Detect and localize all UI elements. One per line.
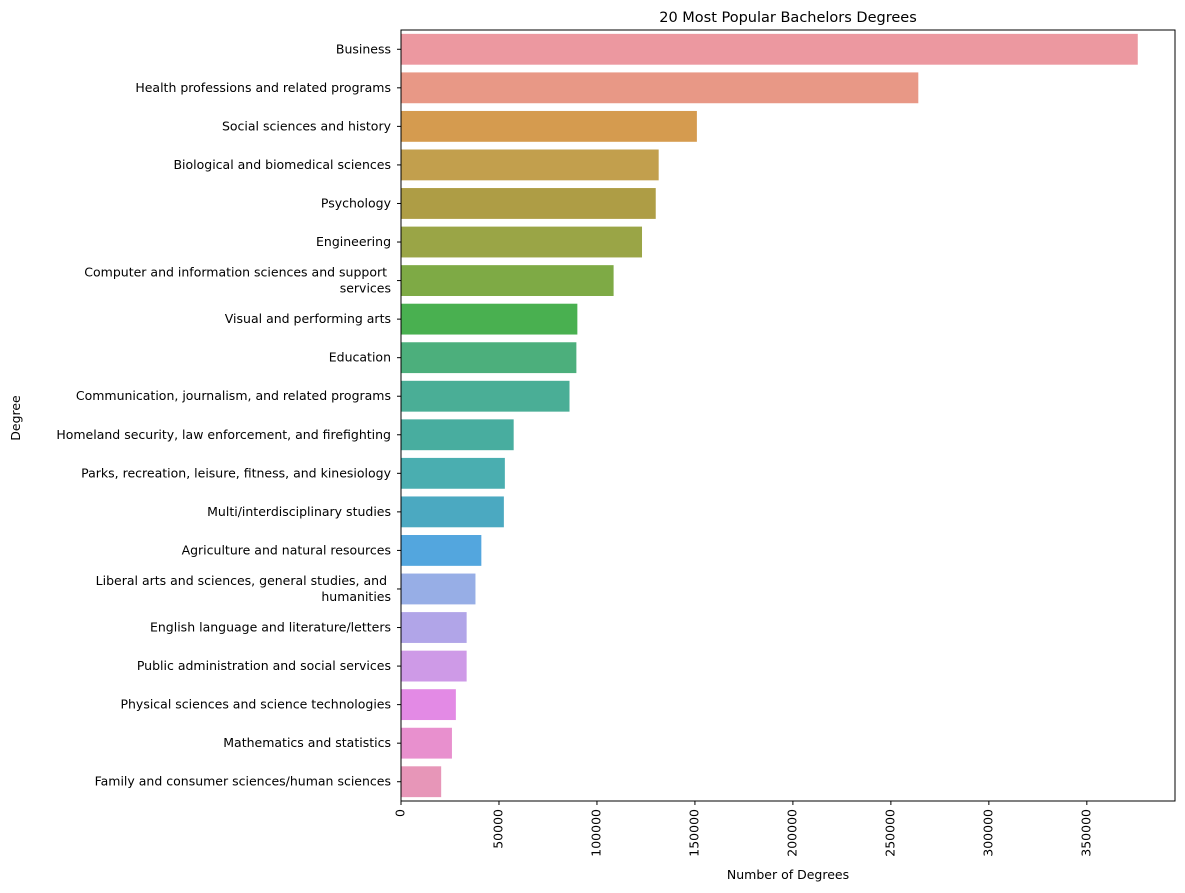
y-tick-label: Health professions and related programs [135,79,391,94]
x-axis-label: Number of Degrees [727,867,849,882]
x-tick-label: 250000 [882,809,897,857]
bar [401,110,697,142]
y-tick-label: Psychology [321,195,392,210]
y-tick-label: Biological and biomedical sciences [173,156,391,171]
bars-group [401,33,1138,798]
y-tick-label: Family and consumer sciences/human scien… [95,773,391,788]
bar [401,535,482,566]
bar [401,689,456,721]
bar [401,342,577,374]
y-tick-label: Agriculture and natural resources [182,542,391,557]
plot-area-frame [400,29,1176,802]
y-tick-label: Public administration and social service… [137,658,391,673]
x-tick-labels: 0 50000 100000 150000 200000 250000 300000 3500… [393,801,1093,857]
bar [401,612,467,643]
y-tick-label: English language and literature/letters [150,619,391,634]
y-tick-labels: Business Health professions and related p… [56,41,401,788]
bar [401,149,659,181]
bar [401,33,1138,65]
y-tick-label: Engineering [316,234,391,249]
y-tick-label: Parks, recreation, leisure, fitness, and… [81,465,391,480]
bar [401,727,452,759]
bar [401,573,476,605]
y-axis-label: Degree [8,395,23,441]
bar [401,650,467,682]
y-tick-label: Liberal arts and sciences, general studi… [96,572,391,603]
bar [401,226,643,258]
bar [401,766,442,798]
x-tick-label: 50000 [490,809,505,849]
chart-title: 20 Most Popular Bachelors Degrees [659,10,917,26]
bar [401,496,504,528]
y-tick-label: Homeland security, law enforcement, and … [56,426,391,441]
bar [401,303,578,335]
y-tick-label: Communication, journalism, and related p… [76,388,391,403]
x-tick-label: 300000 [980,809,995,857]
x-tick-label: 200000 [784,809,799,857]
bar [401,380,570,412]
x-tick-label: 350000 [1078,809,1093,857]
y-tick-label: Computer and information sciences and su… [84,264,391,295]
y-tick-label: Mathematics and statistics [223,735,391,750]
bar [401,419,514,451]
y-tick-label: Multi/interdisciplinary studies [207,503,391,518]
y-tick-label: Education [329,349,391,364]
x-tick-label: 150000 [686,809,701,857]
x-tick-label: 100000 [588,809,603,857]
x-tick-label: 0 [393,809,408,817]
y-tick-label: Physical sciences and science technologi… [120,696,391,711]
bar [401,457,505,489]
y-tick-label: Social sciences and history [222,118,392,133]
bar [401,265,614,296]
bar [401,188,656,219]
y-tick-label: Business [336,41,391,56]
bar [401,72,919,104]
y-tick-label: Visual and performing arts [225,311,391,326]
